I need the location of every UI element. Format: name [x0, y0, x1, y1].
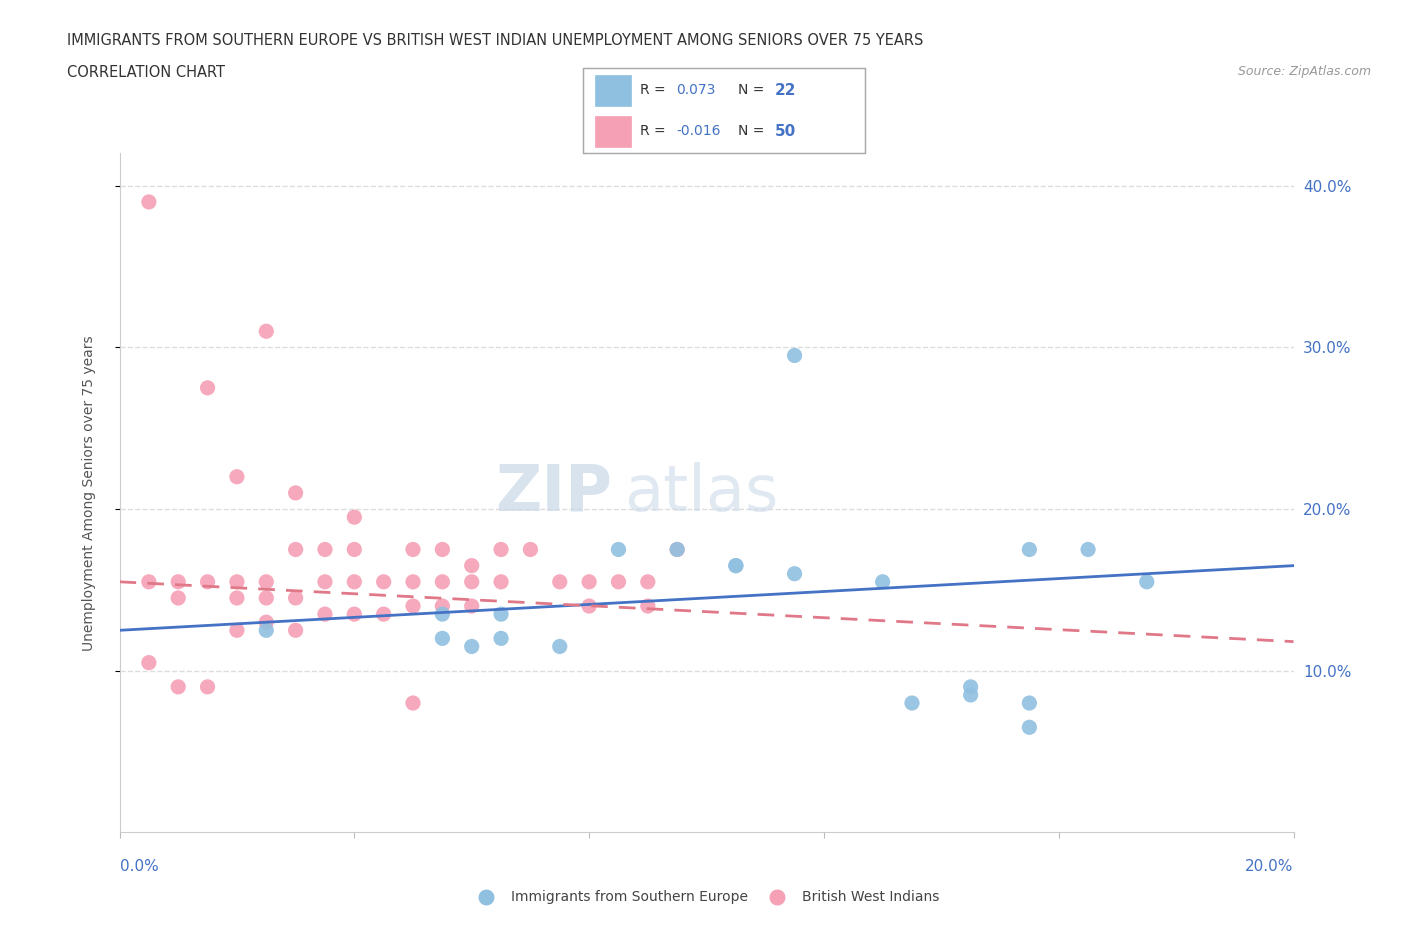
- Point: [548, 575, 571, 590]
- Text: CORRELATION CHART: CORRELATION CHART: [67, 65, 225, 80]
- Point: [167, 591, 190, 605]
- Point: [460, 575, 484, 590]
- Point: [254, 575, 277, 590]
- Bar: [595, 74, 631, 105]
- Point: [959, 687, 981, 702]
- Text: ZIP: ZIP: [495, 462, 613, 524]
- Bar: [595, 116, 631, 147]
- Point: [724, 558, 747, 573]
- Point: [167, 575, 190, 590]
- Point: [197, 680, 219, 695]
- Point: [314, 575, 336, 590]
- Point: [284, 485, 307, 500]
- Y-axis label: Unemployment Among Seniors over 75 years: Unemployment Among Seniors over 75 years: [82, 335, 96, 651]
- Point: [225, 623, 249, 638]
- Point: [254, 615, 277, 630]
- Point: [783, 348, 806, 363]
- Text: R =: R =: [640, 83, 669, 97]
- Text: N =: N =: [738, 125, 769, 139]
- Point: [783, 566, 806, 581]
- Point: [489, 575, 512, 590]
- Point: [254, 591, 277, 605]
- Point: [519, 542, 541, 557]
- Point: [1018, 542, 1040, 557]
- Text: N =: N =: [738, 83, 769, 97]
- Point: [489, 631, 512, 645]
- Point: [138, 656, 160, 671]
- Point: [432, 599, 454, 614]
- Point: [343, 606, 366, 621]
- Point: [460, 558, 484, 573]
- Point: [197, 575, 219, 590]
- Point: [167, 680, 190, 695]
- Point: [254, 324, 277, 339]
- Point: [607, 575, 630, 590]
- Point: [666, 542, 689, 557]
- Point: [402, 599, 425, 614]
- Text: 50: 50: [775, 124, 796, 139]
- Point: [138, 194, 160, 209]
- Point: [254, 623, 277, 638]
- Point: [432, 631, 454, 645]
- Point: [284, 623, 307, 638]
- Text: Source: ZipAtlas.com: Source: ZipAtlas.com: [1237, 65, 1371, 78]
- Point: [460, 599, 484, 614]
- Text: 22: 22: [775, 83, 796, 98]
- Point: [959, 680, 981, 695]
- Point: [1077, 542, 1099, 557]
- Point: [343, 510, 366, 525]
- Point: [666, 542, 689, 557]
- Point: [225, 591, 249, 605]
- Point: [724, 558, 747, 573]
- Point: [197, 380, 219, 395]
- Point: [872, 575, 894, 590]
- Text: 0.073: 0.073: [676, 83, 716, 97]
- Point: [402, 575, 425, 590]
- Point: [901, 696, 924, 711]
- Point: [578, 575, 600, 590]
- Point: [284, 591, 307, 605]
- Point: [1018, 696, 1040, 711]
- Point: [578, 599, 600, 614]
- Point: [432, 575, 454, 590]
- Text: 0.0%: 0.0%: [120, 859, 159, 874]
- Point: [607, 542, 630, 557]
- Text: R =: R =: [640, 125, 669, 139]
- Text: British West Indians: British West Indians: [801, 889, 939, 904]
- Point: [314, 606, 336, 621]
- Point: [402, 696, 425, 711]
- Point: [548, 639, 571, 654]
- Text: 20.0%: 20.0%: [1246, 859, 1294, 874]
- Point: [432, 606, 454, 621]
- Point: [432, 542, 454, 557]
- Point: [343, 575, 366, 590]
- Point: [284, 542, 307, 557]
- Point: [373, 606, 395, 621]
- Point: [314, 542, 336, 557]
- Point: [1136, 575, 1159, 590]
- Point: [343, 542, 366, 557]
- Text: -0.016: -0.016: [676, 125, 721, 139]
- Point: [225, 470, 249, 485]
- Point: [225, 575, 249, 590]
- Point: [460, 639, 484, 654]
- Text: Immigrants from Southern Europe: Immigrants from Southern Europe: [512, 889, 748, 904]
- Point: [138, 575, 160, 590]
- Point: [373, 575, 395, 590]
- Point: [489, 606, 512, 621]
- Point: [637, 599, 659, 614]
- Text: atlas: atlas: [624, 462, 779, 524]
- Point: [1018, 720, 1040, 735]
- Text: IMMIGRANTS FROM SOUTHERN EUROPE VS BRITISH WEST INDIAN UNEMPLOYMENT AMONG SENIOR: IMMIGRANTS FROM SOUTHERN EUROPE VS BRITI…: [67, 33, 924, 47]
- Point: [637, 575, 659, 590]
- Point: [402, 542, 425, 557]
- Point: [489, 542, 512, 557]
